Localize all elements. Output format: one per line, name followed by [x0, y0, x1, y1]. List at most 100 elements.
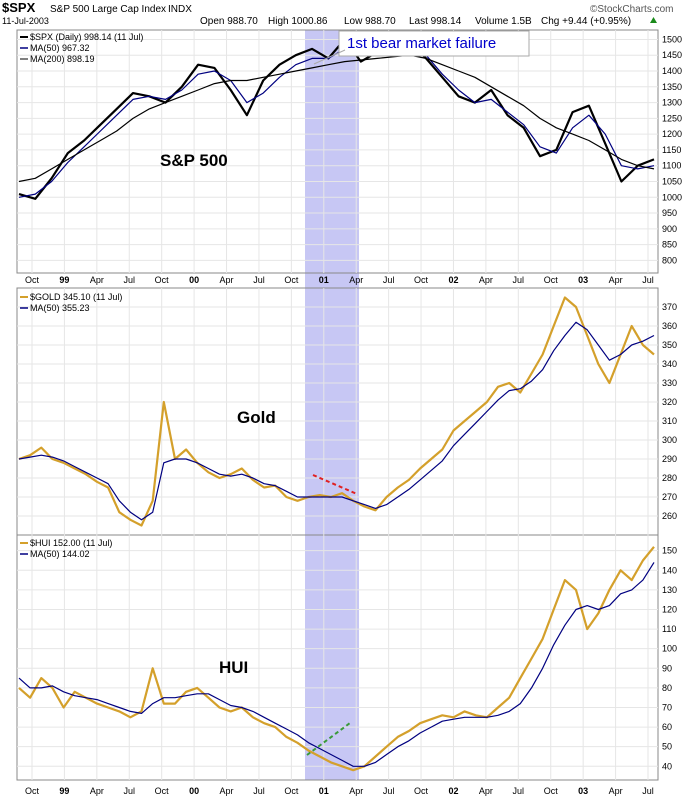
- hui-x-axis: Oct 99 Apr Jul Oct 00 Apr Jul Oct 01 Apr Jul Oct 02 Ap…: [25, 786, 654, 796]
- x-tick-label: Jul: [124, 786, 136, 796]
- spx-y-tick-label: 1250: [662, 113, 682, 123]
- hui-y-tick-label: 70: [662, 702, 672, 712]
- x-tick-label: Oct: [25, 275, 40, 285]
- open-value: Open 988.70: [200, 16, 258, 27]
- hui-legend: $HUI 152.00 (11 Jul) MA(50) 144.02: [20, 538, 112, 559]
- x-tick-label: 03: [578, 275, 588, 285]
- spx-y-tick-label: 1300: [662, 98, 682, 108]
- spx-y-tick-label: 1350: [662, 82, 682, 92]
- gold-y-tick-label: 300: [662, 435, 677, 445]
- symbol-label: $SPX: [2, 0, 36, 15]
- spx-plot: 800 850 900 950 1000 1050 1100 1150 1200 1250 1300…: [17, 30, 682, 273]
- gold-y-tick-label: 330: [662, 378, 677, 388]
- x-tick-label: Apr: [349, 786, 363, 796]
- x-tick-label: Oct: [284, 275, 299, 285]
- x-tick-label: 01: [319, 786, 329, 796]
- spx-y-tick-label: 950: [662, 208, 677, 218]
- x-tick-label: 02: [448, 786, 458, 796]
- spx-series-ma200: [18, 54, 655, 183]
- x-tick-label: 99: [59, 275, 69, 285]
- x-tick-label: Apr: [220, 786, 234, 796]
- spx-legend-price: $SPX (Daily) 998.14 (11 Jul): [30, 32, 143, 42]
- hui-bull-trendline: [306, 722, 351, 756]
- exchange-label: INDX: [168, 4, 192, 15]
- gold-series-ma50: [18, 321, 655, 521]
- x-tick-label: Jul: [124, 275, 136, 285]
- date-label: 11-Jul-2003: [2, 16, 49, 26]
- hui-series-hui: [18, 546, 655, 772]
- chart-header: $SPX S&P 500 Large Cap Index INDX 11-Jul…: [2, 0, 674, 27]
- gold-legend: $GOLD 345.10 (11 Jul) MA(50) 355.23: [20, 292, 122, 313]
- x-tick-label: Apr: [609, 786, 623, 796]
- x-tick-label: 03: [578, 786, 588, 796]
- x-tick-label: Jul: [253, 275, 265, 285]
- high-value: High 1000.86: [268, 16, 328, 27]
- gold-y-tick-label: 290: [662, 454, 677, 464]
- symbol-name: S&P 500 Large Cap Index: [50, 4, 166, 15]
- x-tick-label: Jul: [642, 786, 654, 796]
- hui-y-tick-label: 120: [662, 604, 677, 614]
- annotation-pointer: [313, 49, 346, 65]
- x-tick-label: Oct: [284, 786, 299, 796]
- x-tick-label: Apr: [479, 275, 493, 285]
- spx-x-axis: Oct 99 Apr Jul Oct 00 Apr Jul Oct 01 Apr Jul Oct 02 Ap…: [25, 275, 654, 285]
- hui-y-tick-label: 90: [662, 663, 672, 673]
- hui-y-tick-label: 40: [662, 761, 672, 771]
- spx-y-tick-label: 1000: [662, 192, 682, 202]
- hui-y-tick-label: 130: [662, 585, 677, 595]
- x-tick-label: Oct: [544, 786, 559, 796]
- hui-legend-ma50: MA(50) 144.02: [30, 549, 90, 559]
- last-value: Last 998.14: [409, 16, 462, 27]
- spx-y-tick-label: 1050: [662, 176, 682, 186]
- hui-y-tick-label: 80: [662, 683, 672, 693]
- hui-y-tick-label: 140: [662, 565, 677, 575]
- spx-legend-ma50: MA(50) 967.32: [30, 43, 90, 53]
- x-tick-label: Oct: [414, 786, 429, 796]
- gold-series-gold: [18, 296, 655, 527]
- spx-panel-frame: [16, 29, 659, 274]
- x-tick-label: 01: [319, 275, 329, 285]
- x-tick-label: Oct: [155, 275, 170, 285]
- x-tick-label: Apr: [90, 786, 104, 796]
- x-tick-label: Jul: [513, 786, 525, 796]
- hui-big-label: HUI: [219, 658, 248, 677]
- x-tick-label: Oct: [414, 275, 429, 285]
- x-tick-label: Jul: [513, 275, 525, 285]
- hui-plot: 40 50 60 70 80 90 100 110 120 130 140 150: [17, 535, 677, 780]
- gold-y-tick-label: 340: [662, 359, 677, 369]
- x-tick-label: Apr: [479, 786, 493, 796]
- x-tick-label: 99: [59, 786, 69, 796]
- watermark: ©StockCharts.com: [590, 4, 674, 15]
- gold-legend-price: $GOLD 345.10 (11 Jul): [30, 292, 122, 302]
- spx-y-tick-label: 1150: [662, 145, 681, 155]
- gold-plot: 260 270 280 290 300 310 320 330 340 350 360 370: [17, 288, 677, 535]
- x-tick-label: Jul: [383, 786, 395, 796]
- gold-y-tick-label: 350: [662, 340, 677, 350]
- x-tick-label: Jul: [642, 275, 654, 285]
- change-value: Chg +9.44 (+0.95%): [541, 16, 631, 27]
- annotation-text: 1st bear market failure: [347, 35, 496, 52]
- up-triangle-icon: [650, 17, 657, 23]
- gold-big-label: Gold: [237, 408, 276, 427]
- spx-y-tick-label: 900: [662, 224, 677, 234]
- x-tick-label: 02: [448, 275, 458, 285]
- x-tick-label: Apr: [90, 275, 104, 285]
- spx-y-tick-label: 800: [662, 255, 677, 265]
- x-tick-label: Apr: [220, 275, 234, 285]
- gold-y-tick-label: 370: [662, 302, 677, 312]
- spx-y-tick-label: 1400: [662, 66, 682, 76]
- gold-y-tick-label: 280: [662, 473, 677, 483]
- x-tick-label: Oct: [25, 786, 40, 796]
- gold-legend-ma50: MA(50) 355.23: [30, 303, 90, 313]
- hui-y-tick-label: 60: [662, 722, 672, 732]
- x-tick-label: Apr: [609, 275, 623, 285]
- hui-panel-frame: [16, 534, 659, 781]
- hui-legend-price: $HUI 152.00 (11 Jul): [30, 538, 112, 548]
- gold-y-tick-label: 320: [662, 397, 677, 407]
- annotation-box: [338, 30, 530, 57]
- hui-y-tick-label: 100: [662, 644, 677, 654]
- hui-y-tick-label: 110: [662, 624, 676, 634]
- volume-value: Volume 1.5B: [475, 16, 532, 27]
